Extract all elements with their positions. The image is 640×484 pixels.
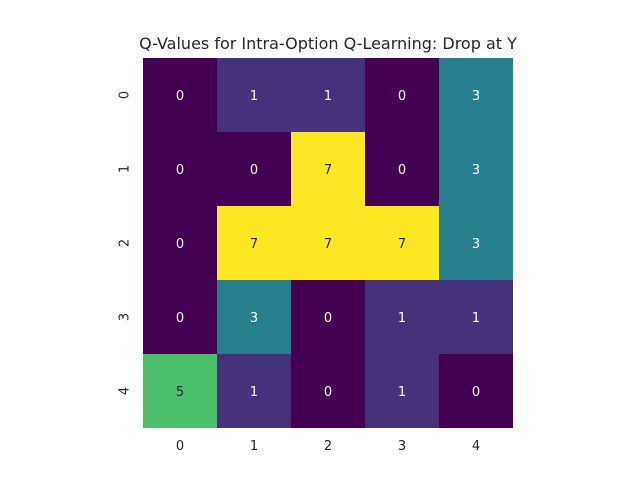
cell-annotation: 0 xyxy=(324,311,332,326)
cell-annotation: 0 xyxy=(176,89,184,104)
heatmap-cell xyxy=(291,132,365,206)
cell-annotation: 7 xyxy=(398,237,406,252)
heatmap-cell xyxy=(365,132,439,206)
cell-annotation: 7 xyxy=(324,237,332,252)
heatmap-cell xyxy=(291,58,365,132)
heatmap-cell xyxy=(291,206,365,280)
cell-annotation: 3 xyxy=(472,163,480,178)
cell-annotation: 1 xyxy=(250,385,258,400)
heatmap-cell xyxy=(143,354,217,428)
heatmap-cell xyxy=(217,206,291,280)
x-tick-label: 3 xyxy=(398,439,406,454)
cell-annotation: 1 xyxy=(324,89,332,104)
x-tick-label: 2 xyxy=(324,439,332,454)
heatmap-cell xyxy=(291,354,365,428)
cell-annotation: 7 xyxy=(250,237,258,252)
cell-annotation: 0 xyxy=(176,237,184,252)
cell-annotation: 0 xyxy=(176,311,184,326)
cell-annotation: 0 xyxy=(176,163,184,178)
y-tick-label: 0 xyxy=(118,91,133,99)
heatmap-cell xyxy=(143,206,217,280)
cell-annotation: 1 xyxy=(250,89,258,104)
cell-annotation: 3 xyxy=(472,237,480,252)
cell-annotation: 1 xyxy=(398,385,406,400)
heatmap-cells xyxy=(143,58,513,428)
heatmap-cell xyxy=(439,58,513,132)
heatmap-cell xyxy=(217,354,291,428)
y-axis-ticks: 0 1 2 3 4 xyxy=(118,91,133,395)
heatmap-cell xyxy=(217,132,291,206)
heatmap-cell xyxy=(291,280,365,354)
x-axis-ticks: 0 1 2 3 4 xyxy=(176,439,480,454)
heatmap-cell xyxy=(143,58,217,132)
heatmap-cell xyxy=(217,58,291,132)
heatmap-cell xyxy=(143,132,217,206)
x-tick-label: 1 xyxy=(250,439,258,454)
y-tick-label: 4 xyxy=(118,387,133,395)
heatmap-cell xyxy=(217,280,291,354)
cell-annotation: 1 xyxy=(398,311,406,326)
cell-annotation: 0 xyxy=(324,385,332,400)
y-tick-label: 3 xyxy=(118,313,133,321)
cell-annotation: 5 xyxy=(176,385,184,400)
cell-annotation: 0 xyxy=(250,163,258,178)
heatmap-cell xyxy=(365,280,439,354)
heatmap-cell xyxy=(439,280,513,354)
cell-annotation: 0 xyxy=(398,163,406,178)
cell-annotation: 1 xyxy=(472,311,480,326)
heatmap-cell xyxy=(365,58,439,132)
cell-annotation: 0 xyxy=(398,89,406,104)
heatmap-cell xyxy=(439,132,513,206)
heatmap-cell xyxy=(365,354,439,428)
x-tick-label: 0 xyxy=(176,439,184,454)
cell-annotation: 0 xyxy=(472,385,480,400)
x-tick-label: 4 xyxy=(472,439,480,454)
heatmap-cell xyxy=(143,280,217,354)
chart-title: Q-Values for Intra-Option Q-Learning: Dr… xyxy=(139,34,517,53)
heatmap-cell xyxy=(365,206,439,280)
cell-annotation: 7 xyxy=(324,163,332,178)
cell-annotation: 3 xyxy=(472,89,480,104)
heatmap-cell xyxy=(439,206,513,280)
y-tick-label: 2 xyxy=(118,239,133,247)
y-tick-label: 1 xyxy=(118,165,133,173)
cell-annotation: 3 xyxy=(250,311,258,326)
heatmap-cell xyxy=(439,354,513,428)
cell-annotations: 0 1 1 0 3 0 0 7 0 3 0 7 7 7 3 0 3 0 1 1 5 1 0 1 0 xyxy=(176,89,480,400)
